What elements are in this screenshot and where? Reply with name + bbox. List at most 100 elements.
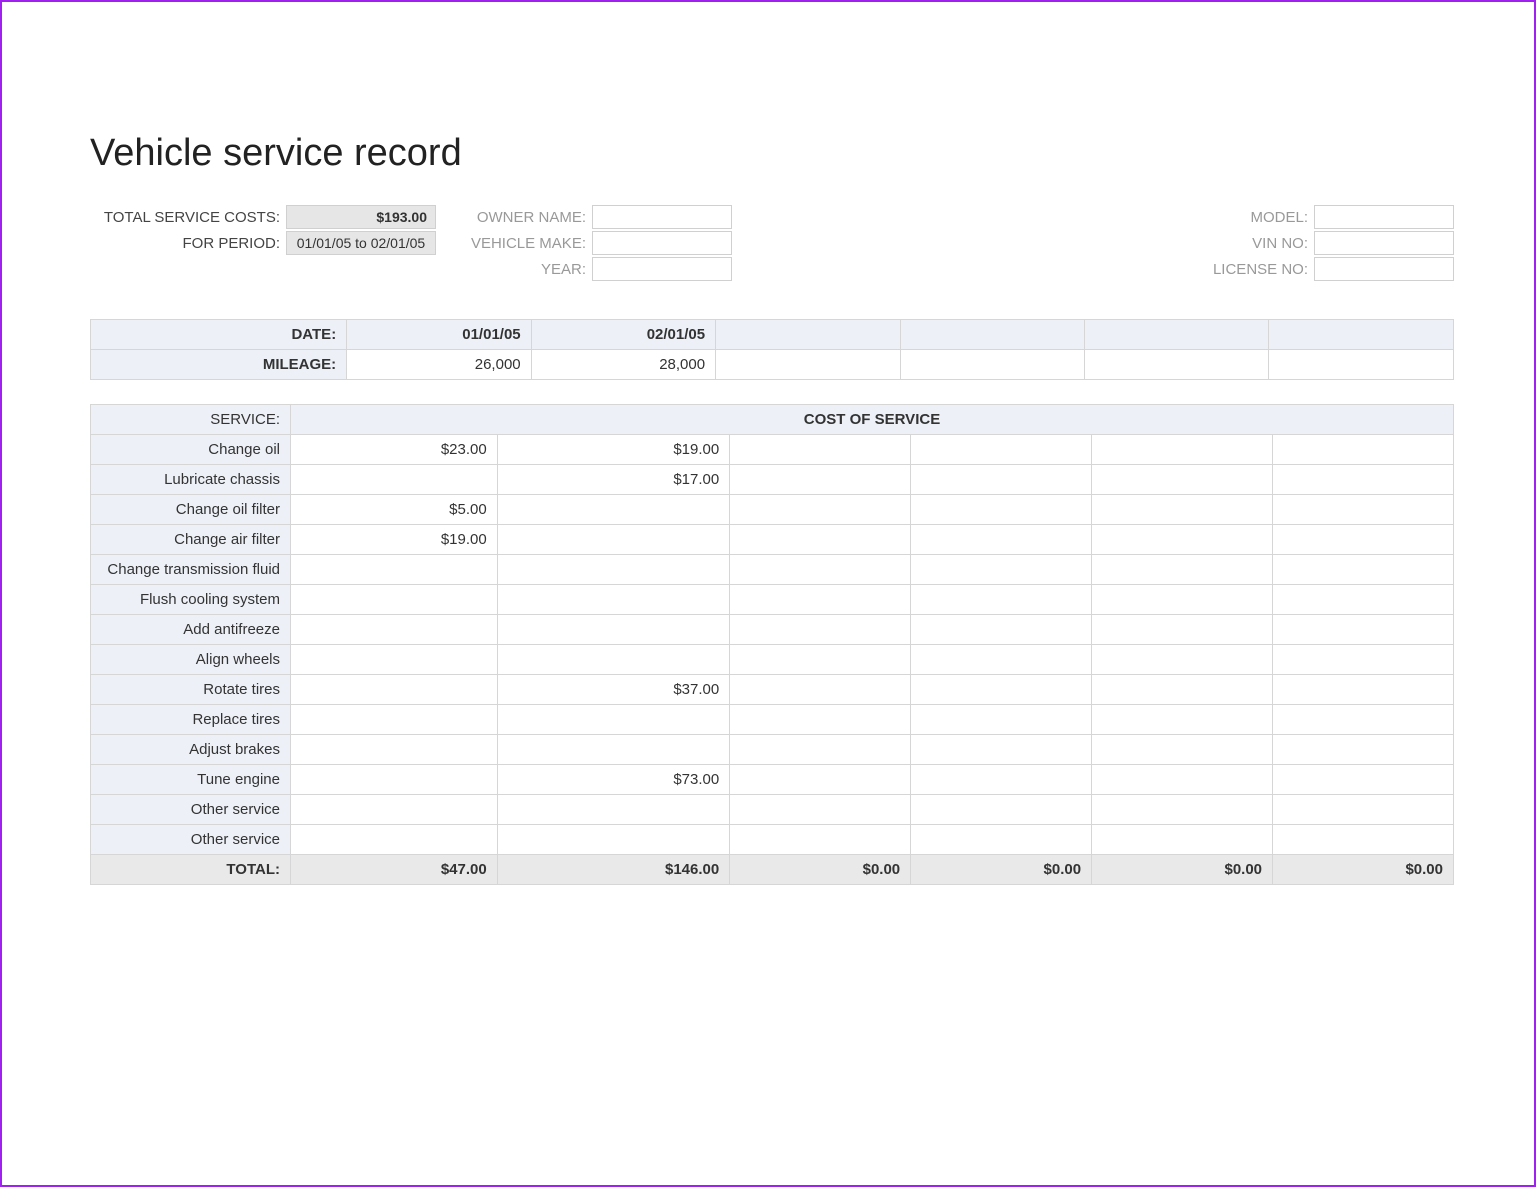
cost-cell[interactable] <box>911 825 1092 855</box>
cost-cell[interactable] <box>1092 465 1273 495</box>
mileage-cell[interactable] <box>716 350 900 380</box>
cost-cell[interactable] <box>291 615 498 645</box>
cost-cell[interactable] <box>911 615 1092 645</box>
license-input[interactable] <box>1314 257 1454 281</box>
cost-cell[interactable] <box>1273 675 1454 705</box>
cost-cell[interactable] <box>730 735 911 765</box>
cost-cell[interactable] <box>291 645 498 675</box>
cost-cell[interactable] <box>911 435 1092 465</box>
cost-cell[interactable] <box>1092 795 1273 825</box>
date-cell[interactable]: 01/01/05 <box>347 320 531 350</box>
make-input[interactable] <box>592 231 732 255</box>
cost-cell[interactable] <box>911 465 1092 495</box>
mileage-cell[interactable]: 28,000 <box>531 350 715 380</box>
cost-cell[interactable] <box>497 525 730 555</box>
cost-cell[interactable] <box>1273 825 1454 855</box>
cost-cell[interactable] <box>497 585 730 615</box>
cost-cell[interactable]: $19.00 <box>291 525 498 555</box>
cost-cell[interactable] <box>1273 615 1454 645</box>
cost-cell[interactable] <box>497 795 730 825</box>
cost-cell[interactable] <box>730 765 911 795</box>
cost-cell[interactable] <box>730 525 911 555</box>
cost-cell[interactable]: $17.00 <box>497 465 730 495</box>
cost-cell[interactable] <box>911 765 1092 795</box>
cost-cell[interactable] <box>1273 555 1454 585</box>
cost-cell[interactable] <box>911 735 1092 765</box>
cost-cell[interactable] <box>1273 765 1454 795</box>
cost-cell[interactable] <box>1273 705 1454 735</box>
cost-cell[interactable] <box>1092 615 1273 645</box>
cost-cell[interactable] <box>1273 525 1454 555</box>
date-cell[interactable] <box>900 320 1084 350</box>
cost-cell[interactable] <box>1092 675 1273 705</box>
cost-cell[interactable] <box>291 675 498 705</box>
cost-cell[interactable]: $37.00 <box>497 675 730 705</box>
cost-cell[interactable] <box>911 645 1092 675</box>
cost-cell[interactable] <box>291 795 498 825</box>
cost-cell[interactable] <box>911 585 1092 615</box>
cost-cell[interactable] <box>730 615 911 645</box>
cost-cell[interactable] <box>497 645 730 675</box>
cost-cell[interactable] <box>291 765 498 795</box>
mileage-cell[interactable] <box>1085 350 1269 380</box>
cost-cell[interactable] <box>1092 555 1273 585</box>
cost-cell[interactable] <box>291 465 498 495</box>
model-input[interactable] <box>1314 205 1454 229</box>
cost-cell[interactable] <box>497 825 730 855</box>
cost-cell[interactable] <box>497 705 730 735</box>
cost-cell[interactable] <box>730 465 911 495</box>
cost-cell[interactable] <box>911 555 1092 585</box>
cost-cell[interactable] <box>1092 435 1273 465</box>
cost-cell[interactable] <box>730 555 911 585</box>
cost-cell[interactable] <box>730 705 911 735</box>
mileage-cell[interactable] <box>1269 350 1454 380</box>
cost-cell[interactable] <box>730 645 911 675</box>
cost-cell[interactable] <box>730 435 911 465</box>
cost-cell[interactable] <box>291 735 498 765</box>
cost-cell[interactable] <box>497 615 730 645</box>
cost-cell[interactable] <box>911 795 1092 825</box>
cost-cell[interactable] <box>1092 645 1273 675</box>
cost-cell[interactable] <box>1092 525 1273 555</box>
mileage-cell[interactable] <box>900 350 1084 380</box>
cost-cell[interactable] <box>1092 825 1273 855</box>
cost-cell[interactable] <box>291 825 498 855</box>
year-input[interactable] <box>592 257 732 281</box>
cost-cell[interactable] <box>911 525 1092 555</box>
cost-cell[interactable]: $73.00 <box>497 765 730 795</box>
cost-cell[interactable] <box>291 555 498 585</box>
cost-cell[interactable]: $23.00 <box>291 435 498 465</box>
vin-input[interactable] <box>1314 231 1454 255</box>
cost-cell[interactable] <box>911 495 1092 525</box>
cost-cell[interactable]: $19.00 <box>497 435 730 465</box>
cost-cell[interactable] <box>497 555 730 585</box>
cost-cell[interactable]: $5.00 <box>291 495 498 525</box>
cost-cell[interactable] <box>1273 645 1454 675</box>
cost-cell[interactable] <box>911 675 1092 705</box>
cost-cell[interactable] <box>1273 585 1454 615</box>
cost-cell[interactable] <box>1092 585 1273 615</box>
owner-input[interactable] <box>592 205 732 229</box>
date-cell[interactable]: 02/01/05 <box>531 320 715 350</box>
cost-cell[interactable] <box>1273 465 1454 495</box>
cost-cell[interactable] <box>1092 765 1273 795</box>
cost-cell[interactable] <box>1273 495 1454 525</box>
cost-cell[interactable] <box>291 705 498 735</box>
cost-cell[interactable] <box>730 795 911 825</box>
cost-cell[interactable] <box>1273 795 1454 825</box>
cost-cell[interactable] <box>497 735 730 765</box>
cost-cell[interactable] <box>1273 735 1454 765</box>
cost-cell[interactable] <box>911 705 1092 735</box>
cost-cell[interactable] <box>730 675 911 705</box>
cost-cell[interactable] <box>1273 435 1454 465</box>
date-cell[interactable] <box>716 320 900 350</box>
cost-cell[interactable] <box>1092 735 1273 765</box>
cost-cell[interactable] <box>730 825 911 855</box>
cost-cell[interactable] <box>1092 705 1273 735</box>
cost-cell[interactable] <box>497 495 730 525</box>
date-cell[interactable] <box>1269 320 1454 350</box>
cost-cell[interactable] <box>291 585 498 615</box>
date-cell[interactable] <box>1085 320 1269 350</box>
cost-cell[interactable] <box>730 495 911 525</box>
mileage-cell[interactable]: 26,000 <box>347 350 531 380</box>
